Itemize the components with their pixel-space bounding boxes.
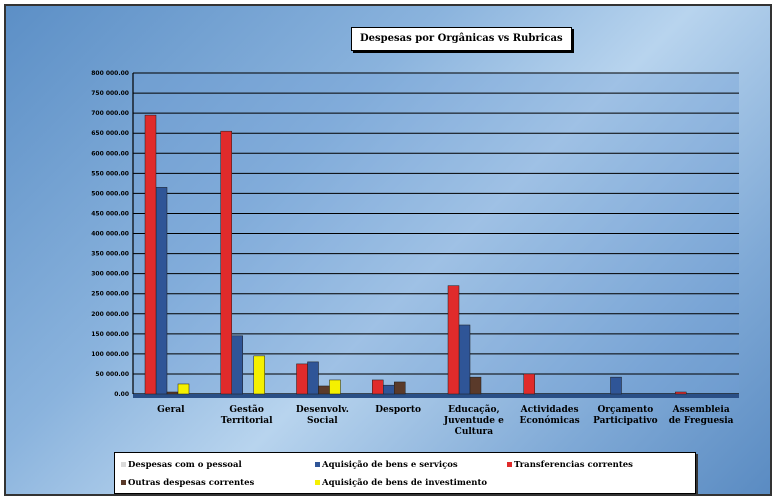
bar-7-2: [675, 391, 687, 395]
chart-plot: 0.00 50 000.00 100 000.00 150 000.00 200 000…: [91, 70, 739, 437]
x-category-label: Orçamento: [597, 405, 653, 415]
x-category-label: Educação,: [448, 404, 499, 415]
bar-1-2: [220, 130, 232, 395]
bar-1-4: [253, 355, 265, 395]
bar-3-2: [372, 379, 384, 395]
bar-6-1: [610, 376, 622, 395]
x-category-label: Cultura: [455, 427, 494, 437]
bar-0-2: [144, 114, 157, 395]
bar-0-1: [155, 187, 168, 395]
bar-4-2: [447, 285, 460, 395]
legend-item-4: Aquisição de bens de investimento: [315, 478, 487, 488]
y-tick-label: 300 000.00: [91, 271, 129, 278]
y-tick-label: 0.00: [114, 391, 129, 398]
legend-label-4: Aquisição de bens de investimento: [322, 478, 488, 488]
y-tick-label: 600 000.00: [91, 150, 129, 157]
y-tick-label: 350 000.00: [91, 251, 129, 258]
bar-0-3: [166, 391, 179, 395]
chart-legend: Despesas com o pessoal Aquisição de bens…: [114, 452, 696, 494]
legend-label-0: Despesas com o pessoal: [128, 460, 242, 470]
legend-swatch-3: [121, 480, 126, 485]
x-category-label: Geral: [157, 405, 185, 415]
bar-5-2: [523, 373, 535, 395]
legend-label-1: Aquisição de bens e serviços: [322, 460, 458, 470]
x-category-label: Económicas: [520, 415, 580, 426]
x-category-label: Social: [307, 416, 338, 426]
legend-item-2: Transferencias correntes: [507, 460, 633, 470]
legend-label-3: Outras despesas correntes: [128, 478, 255, 488]
legend-label-2: Transferencias correntes: [514, 460, 633, 470]
x-category-label: Territorial: [221, 416, 273, 426]
legend-item-3: Outras despesas correntes: [121, 478, 254, 488]
x-category-label: Desenvolv.: [296, 405, 349, 415]
y-tick-label: 50 000.00: [95, 371, 129, 378]
y-tick-label: 800 000.00: [91, 70, 129, 77]
axis-floor: [133, 394, 739, 398]
x-category-label: Gestão: [229, 404, 263, 415]
bar-3-1: [383, 384, 395, 395]
legend-swatch-2: [507, 462, 512, 467]
x-category-label: Participativo: [593, 416, 658, 426]
x-category-label: de Freguesia: [669, 416, 734, 426]
bar-4-1: [458, 324, 471, 395]
y-tick-label: 400 000.00: [91, 231, 129, 238]
chart-frame: 0.00 50 000.00 100 000.00 150 000.00 200 000…: [4, 4, 772, 496]
bar-3-3: [394, 381, 406, 395]
y-tick-label: 250 000.00: [91, 291, 129, 298]
legend-item-1: Aquisição de bens e serviços: [315, 460, 458, 470]
y-tick-label: 650 000.00: [91, 130, 129, 137]
bar-1-1: [231, 335, 243, 395]
x-category-label: Actividades: [520, 405, 579, 415]
bar-2-4: [329, 379, 341, 395]
y-tick-label: 450 000.00: [91, 210, 129, 217]
bar-2-2: [296, 363, 308, 395]
y-tick-label: 700 000.00: [91, 110, 129, 117]
y-tick-label: 200 000.00: [91, 311, 129, 318]
x-category-label: Juventude e: [443, 416, 504, 426]
legend-item-0: Despesas com o pessoal: [121, 460, 242, 470]
chart-title: Despesas por Orgânicas vs Rubricas: [351, 27, 572, 51]
y-tick-label: 150 000.00: [91, 331, 129, 338]
x-category-label: Assembleia: [672, 405, 730, 415]
bar-4-3: [469, 376, 482, 395]
y-tick-label: 750 000.00: [91, 90, 129, 97]
legend-swatch-1: [315, 462, 320, 467]
x-category-label: Desporto: [375, 405, 421, 415]
bar-2-3: [318, 385, 330, 395]
legend-swatch-4: [315, 480, 320, 485]
legend-swatch-0: [121, 462, 126, 467]
y-tick-label: 500 000.00: [91, 190, 129, 197]
bar-2-1: [307, 361, 319, 395]
bar-0-4: [177, 383, 190, 395]
y-tick-label: 550 000.00: [91, 170, 129, 177]
y-tick-label: 100 000.00: [91, 351, 129, 358]
